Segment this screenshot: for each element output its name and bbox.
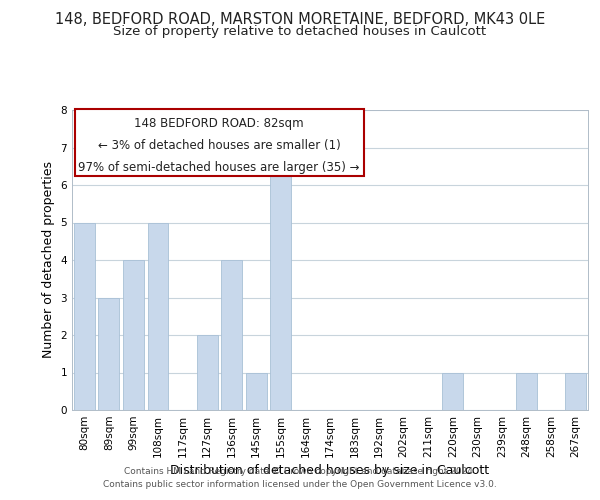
Text: 97% of semi-detached houses are larger (35) →: 97% of semi-detached houses are larger (… — [79, 160, 360, 173]
Text: Contains public sector information licensed under the Open Government Licence v3: Contains public sector information licen… — [103, 480, 497, 489]
Bar — [246, 372, 267, 410]
Bar — [148, 222, 169, 410]
Bar — [516, 372, 537, 410]
Y-axis label: Number of detached properties: Number of detached properties — [42, 162, 55, 358]
Text: Size of property relative to detached houses in Caulcott: Size of property relative to detached ho… — [113, 25, 487, 38]
Bar — [442, 372, 463, 410]
X-axis label: Distribution of detached houses by size in Caulcott: Distribution of detached houses by size … — [170, 464, 490, 477]
Bar — [98, 298, 119, 410]
Bar — [271, 148, 292, 410]
Bar — [197, 335, 218, 410]
Text: 148 BEDFORD ROAD: 82sqm: 148 BEDFORD ROAD: 82sqm — [134, 117, 304, 130]
Bar — [565, 372, 586, 410]
Text: ← 3% of detached houses are smaller (1): ← 3% of detached houses are smaller (1) — [98, 139, 340, 152]
FancyBboxPatch shape — [74, 108, 364, 176]
Bar — [221, 260, 242, 410]
Bar — [74, 222, 95, 410]
Text: Contains HM Land Registry data © Crown copyright and database right 2024.: Contains HM Land Registry data © Crown c… — [124, 467, 476, 476]
Text: 148, BEDFORD ROAD, MARSTON MORETAINE, BEDFORD, MK43 0LE: 148, BEDFORD ROAD, MARSTON MORETAINE, BE… — [55, 12, 545, 28]
Bar — [123, 260, 144, 410]
